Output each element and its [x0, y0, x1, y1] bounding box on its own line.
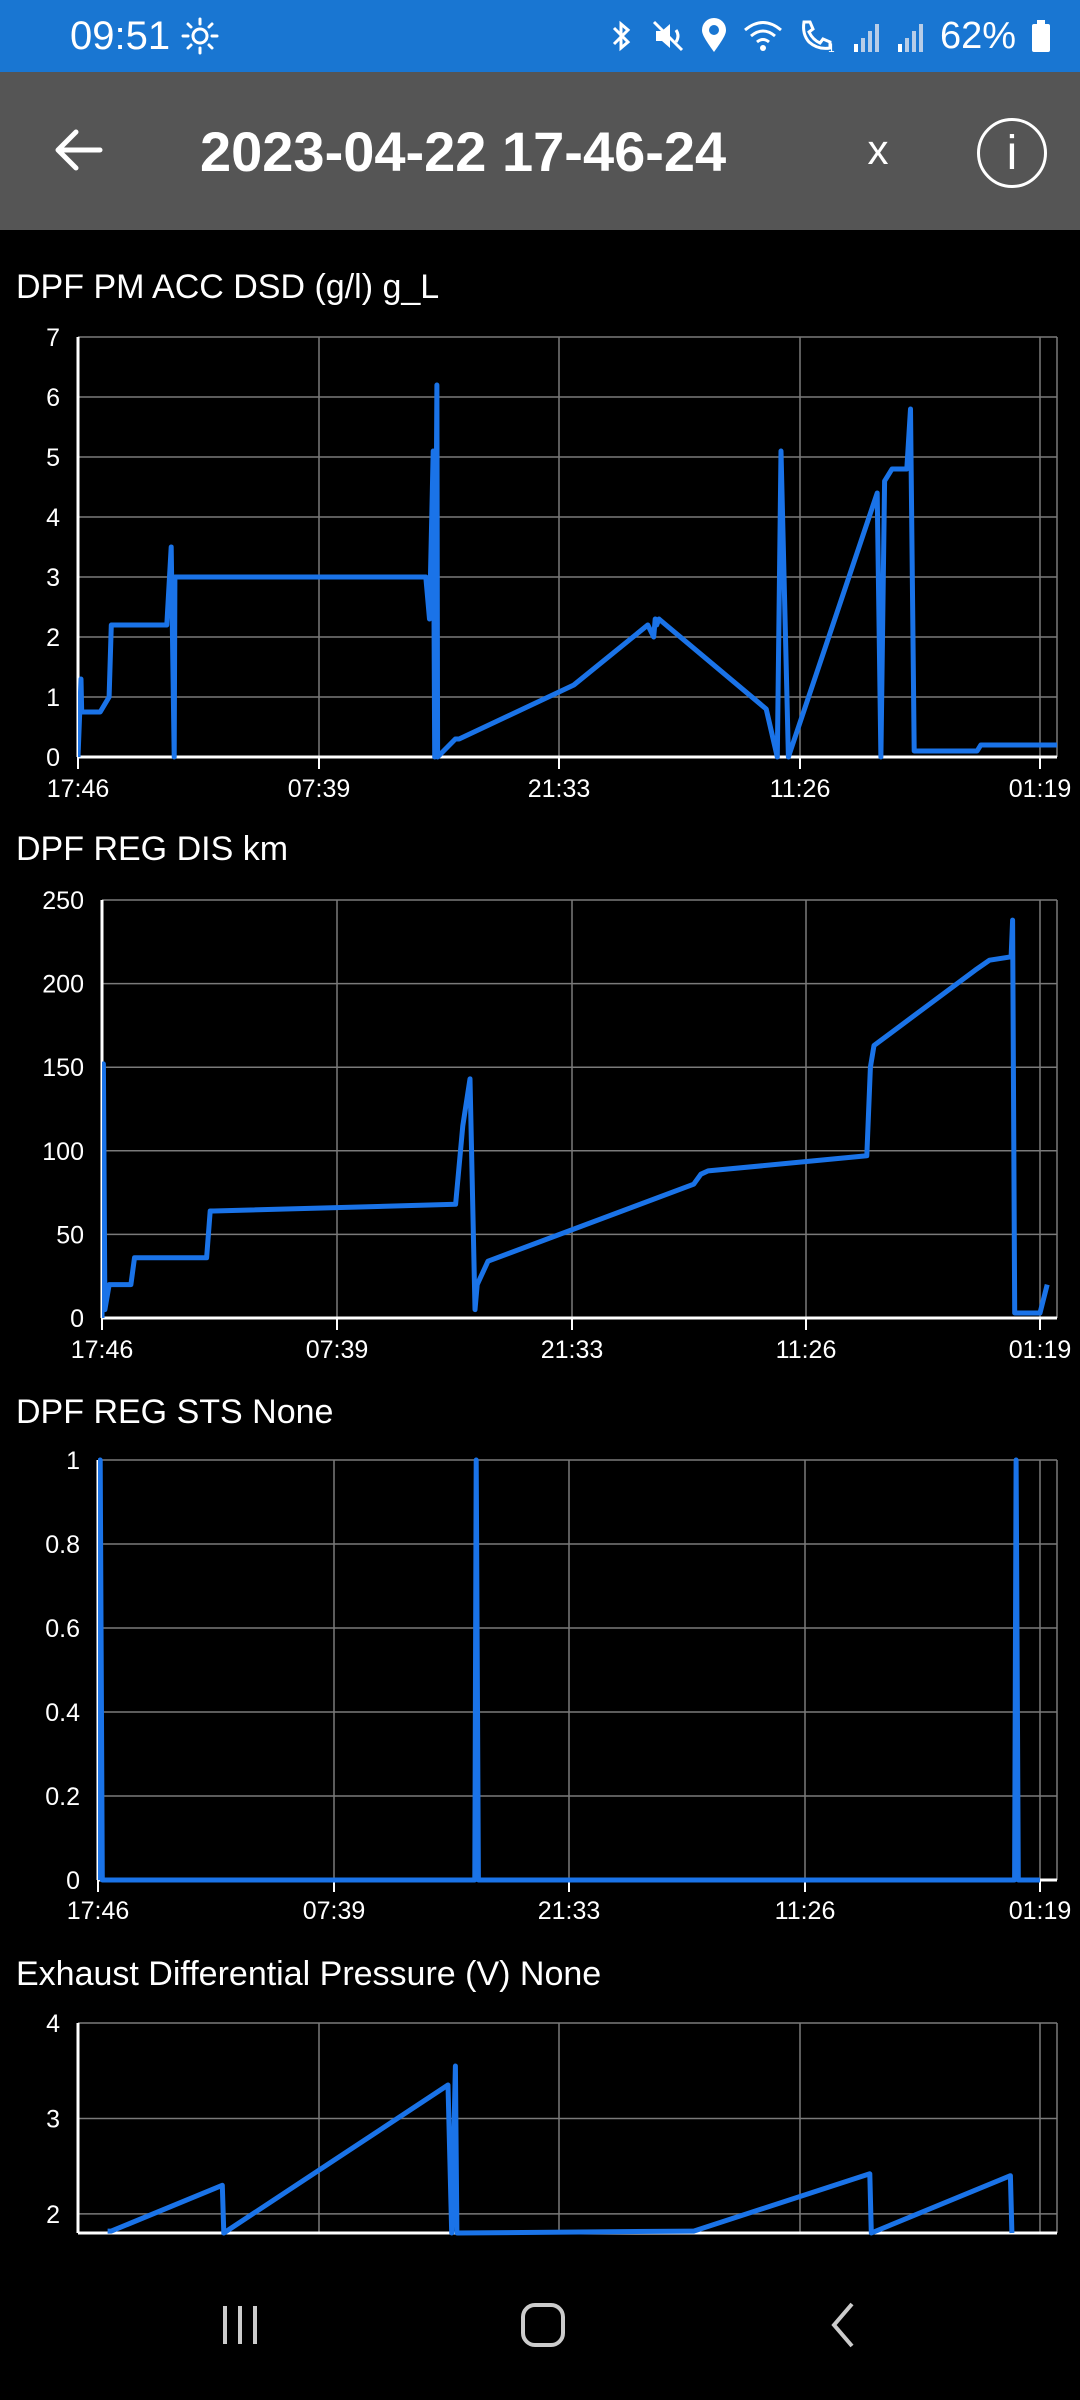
x-tick-label: 07:39	[288, 775, 351, 803]
y-tick-label: 4	[46, 2010, 60, 2038]
mute-icon	[652, 20, 683, 52]
chart-exhaust-pressure: 2 3 4	[46, 2010, 1058, 2236]
page-title: 2023-04-22 17-46-24	[200, 120, 727, 183]
y-tick-label: 0	[70, 1305, 84, 1333]
info-button[interactable]: i	[977, 118, 1047, 188]
x-tick-label: 01:19	[1009, 1336, 1072, 1364]
chart-reg-sts: 0 0.2 0.4 0.6 0.8 1 17:46 07:39 21:33 11:26 01:19	[45, 1447, 1072, 1925]
status-time: 09:51	[70, 14, 171, 58]
status-bar: 09:51 1 62%	[0, 0, 1080, 72]
navigation-bar	[0, 2250, 1080, 2400]
x-tick-label: 11:26	[776, 1336, 837, 1364]
arrow-left-icon	[55, 129, 103, 171]
x-tick-label: 01:19	[1009, 1897, 1072, 1925]
chart-title-reg-dis: DPF REG DIS km	[16, 830, 289, 868]
chart-title-pm-acc: DPF PM ACC DSD (g/l) g_L	[16, 268, 440, 306]
x-tick-label: 17:46	[71, 1336, 134, 1364]
chart-title-exhaust-pressure: Exhaust Differential Pressure (V) None	[16, 1955, 602, 1993]
y-tick-label: 2	[46, 2201, 60, 2229]
svg-text:1: 1	[828, 41, 835, 54]
y-tick-label: 0.8	[45, 1531, 80, 1559]
recent-apps-icon	[223, 2306, 257, 2344]
y-tick-label: 50	[56, 1221, 84, 1249]
y-tick-label: 0.4	[45, 1699, 80, 1727]
y-tick-label: 0.6	[45, 1615, 80, 1643]
y-tick-label: 7	[46, 324, 60, 352]
series-line	[98, 1457, 1040, 1883]
wifi-call-icon: 1	[802, 20, 835, 54]
y-tick-label: 5	[46, 444, 60, 472]
battery-percent: 62%	[939, 14, 1016, 57]
chart-pm-acc: 0 1 2 3 4 5 6 7 17:46 07:39 21:33 11:26 01:19	[46, 324, 1072, 803]
back-icon	[831, 2302, 854, 2348]
back-button[interactable]	[40, 112, 116, 188]
x-tick-label: 21:33	[538, 1897, 601, 1925]
signal-icon	[897, 24, 923, 52]
home-icon	[521, 2303, 565, 2347]
y-tick-label: 200	[42, 971, 84, 999]
wifi-icon	[743, 21, 782, 51]
bluetooth-icon	[612, 20, 631, 52]
chart-title-reg-sts: DPF REG STS None	[16, 1393, 334, 1431]
chart-reg-dis: 0 50 100 150 200 250 17:46 07:39 21:33 11:26 01:19	[42, 887, 1072, 1364]
y-tick-label: 150	[42, 1054, 84, 1082]
y-tick-label: 1	[46, 684, 60, 712]
location-icon	[701, 18, 726, 52]
y-tick-label: 0	[66, 1867, 80, 1895]
battery-icon	[1032, 20, 1050, 52]
x-tick-label: 17:46	[67, 1897, 130, 1925]
info-icon: i	[1006, 126, 1018, 180]
series-line	[107, 2063, 1015, 2236]
brightness-icon	[181, 17, 219, 55]
x-tick-label: 17:46	[47, 775, 110, 803]
home-button[interactable]	[483, 2280, 603, 2370]
x-tick-label: 11:26	[775, 1897, 836, 1925]
y-tick-label: 6	[46, 384, 60, 412]
x-tick-label: 01:19	[1009, 775, 1072, 803]
y-tick-label: 1	[66, 1447, 80, 1475]
y-tick-label: 100	[42, 1138, 84, 1166]
y-tick-label: 0.2	[45, 1783, 80, 1811]
y-tick-label: 4	[46, 504, 60, 532]
app-bar: 2023-04-22 17-46-24 x i	[0, 72, 1080, 230]
y-tick-label: 0	[46, 744, 60, 772]
x-tick-label: 07:39	[306, 1336, 369, 1364]
y-tick-label: 250	[42, 887, 84, 915]
status-icons: 1 62%	[608, 10, 1052, 62]
series-line	[102, 917, 1050, 1319]
x-tick-label: 21:33	[528, 775, 591, 803]
x-tick-label: 07:39	[303, 1897, 366, 1925]
x-tick-label: 21:33	[541, 1336, 604, 1364]
back-nav-button[interactable]	[785, 2280, 905, 2370]
signal-icon	[853, 24, 879, 52]
x-tick-label: 11:26	[770, 775, 831, 803]
y-tick-label: 2	[46, 624, 60, 652]
recent-apps-button[interactable]	[180, 2280, 300, 2370]
y-tick-label: 3	[46, 564, 60, 592]
close-button[interactable]: x	[867, 126, 889, 173]
y-tick-label: 3	[46, 2105, 60, 2133]
series-line	[78, 382, 1057, 760]
